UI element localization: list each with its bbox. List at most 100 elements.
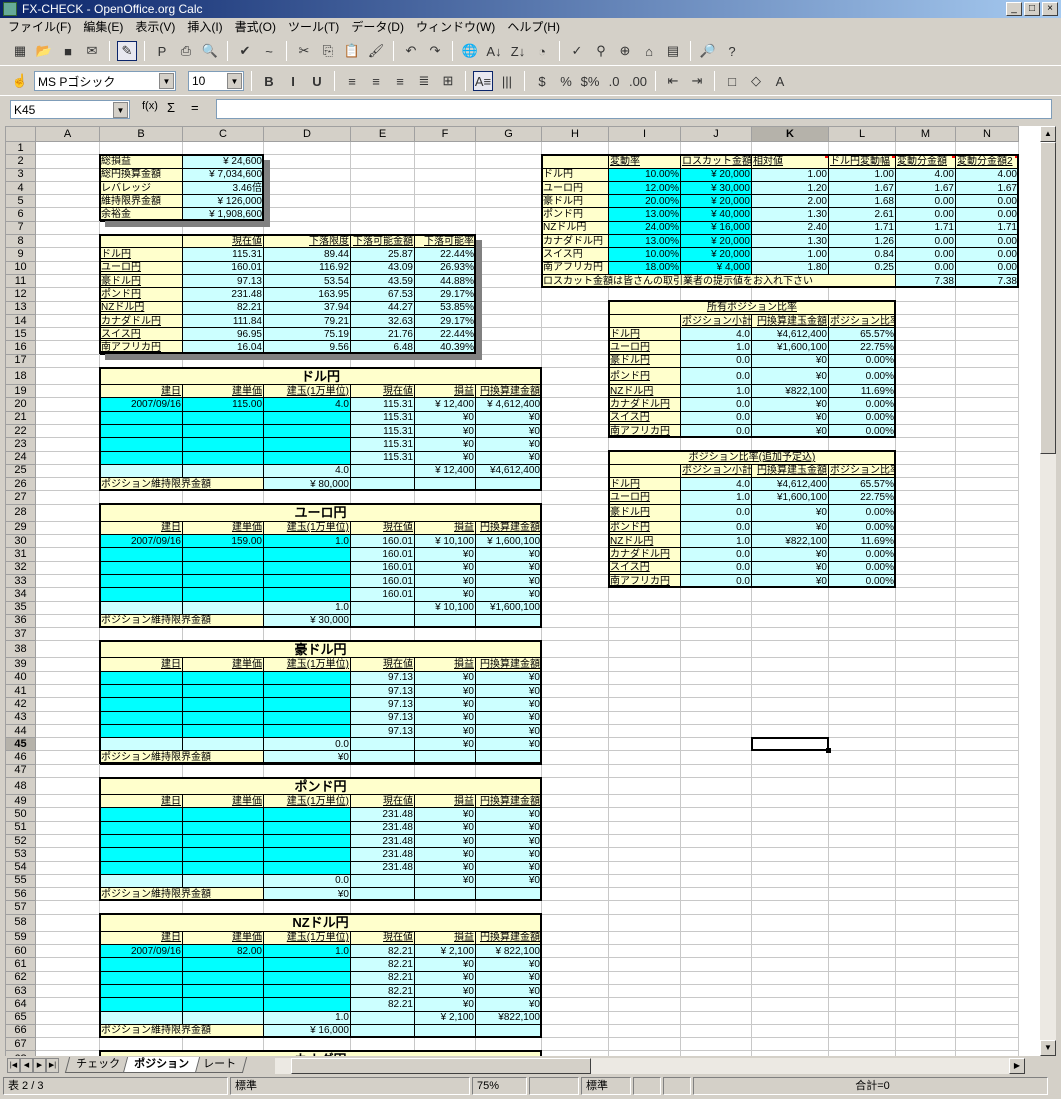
entry-input[interactable]	[182, 833, 264, 849]
entry-input[interactable]	[263, 997, 351, 1012]
cell[interactable]	[350, 354, 415, 369]
menu-item[interactable]: ヘルプ(H)	[507, 20, 560, 34]
cell[interactable]	[955, 794, 1019, 809]
entry-input[interactable]	[99, 807, 183, 822]
cell[interactable]	[828, 141, 896, 156]
entry-value[interactable]: ¥0	[414, 820, 476, 835]
cell[interactable]	[350, 627, 415, 642]
cell[interactable]	[680, 931, 752, 946]
cell[interactable]	[828, 601, 896, 615]
ratio-value[interactable]: 0.00%	[828, 547, 896, 562]
cell[interactable]	[475, 207, 542, 222]
entry-value[interactable]: ¥0	[414, 423, 476, 439]
cell[interactable]	[541, 521, 609, 536]
volatility-value[interactable]: 1.30	[751, 234, 829, 249]
volatility-value[interactable]: 0.00	[955, 247, 1019, 262]
cell[interactable]	[541, 1011, 609, 1025]
entry-value[interactable]: 97.13	[350, 723, 415, 739]
cell[interactable]	[751, 887, 829, 902]
maint-blank[interactable]	[414, 613, 476, 629]
entry-value[interactable]: ¥ 2,100	[414, 944, 476, 959]
volatility-value[interactable]: 1.67	[895, 180, 956, 196]
minimize-button[interactable]: _	[1006, 2, 1022, 16]
cell[interactable]	[475, 627, 542, 642]
entry-value[interactable]: 115.31	[350, 423, 415, 439]
cell[interactable]	[895, 411, 956, 425]
cell[interactable]	[414, 194, 476, 209]
entry-value[interactable]: ¥0	[414, 860, 476, 875]
cell[interactable]	[35, 451, 100, 465]
row-header[interactable]: 38	[5, 640, 36, 659]
total-quantity[interactable]: 1.0	[263, 1010, 351, 1025]
entry-input[interactable]	[99, 957, 183, 972]
cell[interactable]	[895, 1011, 956, 1025]
cell[interactable]	[35, 168, 100, 182]
column-header[interactable]: F	[414, 126, 476, 142]
ratio-value[interactable]: 0.0	[680, 560, 752, 575]
entry-input[interactable]: 2007/09/16	[99, 397, 183, 412]
cell[interactable]	[955, 1050, 1019, 1056]
total-quantity[interactable]: 4.0	[263, 463, 351, 479]
cell[interactable]	[895, 1037, 956, 1052]
volatility-value[interactable]: 0.00	[895, 260, 956, 275]
volatility-value[interactable]: 2.40	[751, 220, 829, 236]
cell[interactable]	[828, 1050, 896, 1056]
row-header[interactable]: 5	[5, 194, 36, 209]
summary-value[interactable]: ¥ 126,000	[182, 194, 264, 209]
row-header[interactable]: 34	[5, 587, 36, 602]
cell[interactable]	[35, 914, 100, 932]
cell[interactable]	[541, 287, 609, 302]
cell[interactable]	[680, 1037, 752, 1052]
entry-input[interactable]	[182, 860, 264, 875]
decrease-indent-icon[interactable]: ⇤	[667, 73, 679, 88]
cell[interactable]	[828, 821, 896, 835]
menu-item[interactable]: 書式(O)	[234, 20, 276, 34]
cell[interactable]	[955, 561, 1019, 575]
total-blank[interactable]	[99, 737, 183, 752]
cell[interactable]	[35, 424, 100, 439]
column-header[interactable]: K	[751, 126, 829, 142]
cell[interactable]	[895, 1050, 956, 1056]
cell[interactable]	[680, 847, 752, 862]
cell[interactable]	[263, 764, 351, 779]
prev-sheet-icon[interactable]: ◀	[20, 1058, 33, 1073]
cell[interactable]	[680, 657, 752, 672]
cell[interactable]	[35, 874, 100, 889]
total-blank[interactable]	[350, 463, 415, 479]
column-header[interactable]: L	[828, 126, 896, 142]
entry-value[interactable]: 97.13	[350, 697, 415, 712]
row-header[interactable]: 60	[5, 944, 36, 959]
cell[interactable]	[955, 957, 1019, 972]
chevron-down-icon[interactable]: ▼	[227, 73, 242, 89]
cell[interactable]	[680, 1011, 752, 1025]
horizontal-scroll-thumb[interactable]	[291, 1058, 591, 1074]
entry-input[interactable]	[99, 560, 183, 575]
volatility-value[interactable]: ¥ 16,000	[680, 220, 752, 236]
entry-value[interactable]: 115.31	[350, 397, 415, 412]
cell[interactable]	[751, 971, 829, 985]
cell[interactable]	[895, 671, 956, 685]
cell[interactable]	[475, 764, 542, 779]
ratio-value[interactable]: ¥0	[751, 503, 829, 522]
entry-value[interactable]: 160.01	[350, 547, 415, 562]
cell[interactable]	[35, 657, 100, 672]
paste-icon[interactable]: 📋	[343, 43, 361, 58]
row-header[interactable]: 63	[5, 983, 36, 999]
entry-input[interactable]	[182, 587, 264, 602]
entry-input[interactable]	[263, 697, 351, 712]
export-pdf-icon[interactable]: P	[157, 43, 167, 59]
drop-table-value[interactable]: 21.76	[350, 327, 415, 342]
entry-input[interactable]	[99, 697, 183, 712]
cell[interactable]	[99, 764, 183, 779]
cell[interactable]	[541, 861, 609, 875]
cell[interactable]	[828, 997, 896, 1012]
cell[interactable]	[955, 657, 1019, 672]
cell[interactable]	[541, 764, 609, 779]
row-header[interactable]: 24	[5, 450, 36, 465]
cell[interactable]	[608, 1024, 681, 1039]
entry-value[interactable]: ¥0	[475, 970, 542, 985]
row-header[interactable]: 65	[5, 1010, 36, 1025]
row-header[interactable]: 10	[5, 260, 36, 275]
cell[interactable]	[35, 601, 100, 615]
row-header[interactable]: 41	[5, 683, 36, 699]
